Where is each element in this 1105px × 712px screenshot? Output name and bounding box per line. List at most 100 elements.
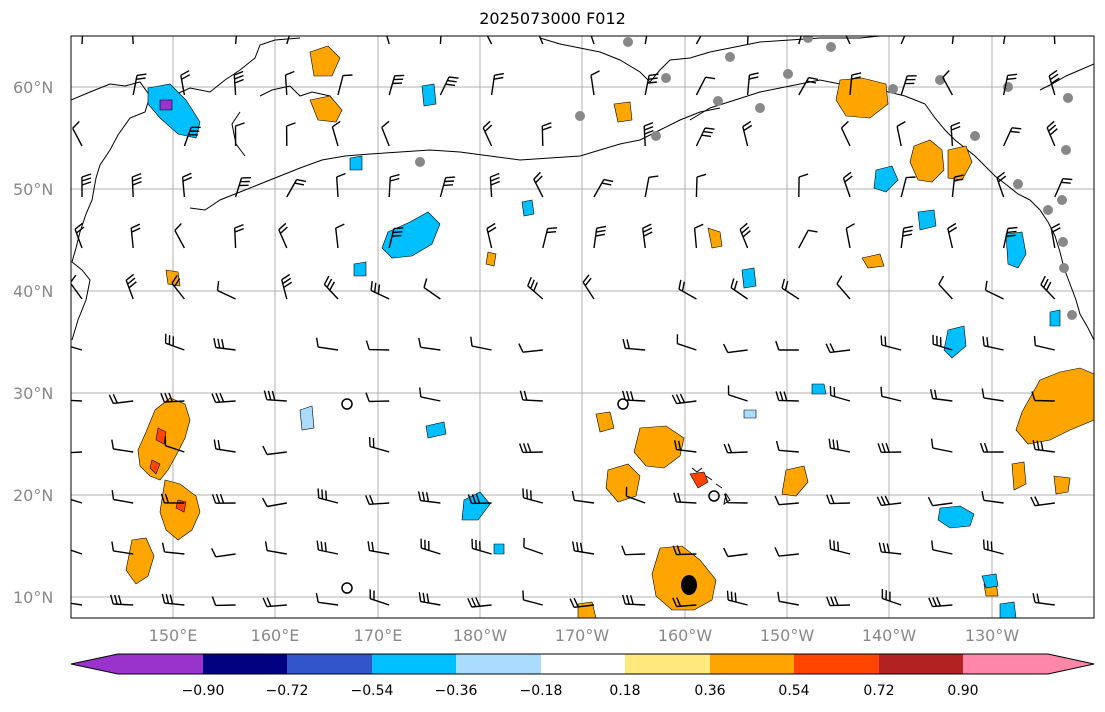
wind-barb [71, 549, 83, 555]
wind-barb [829, 539, 851, 555]
wind-barb [746, 72, 759, 96]
lon-label-130w: 130°W [964, 626, 1020, 645]
wind-barb [881, 588, 902, 606]
wind-barb [1032, 439, 1055, 453]
wind-barb [671, 393, 697, 405]
wind-barb [518, 343, 543, 353]
wind-barb [984, 280, 1004, 300]
wind-barb [982, 539, 1004, 555]
wind-barb [111, 439, 134, 453]
lat-label-30n: 30°N [13, 384, 54, 403]
wind-barb [930, 389, 953, 402]
wind-barb [836, 275, 851, 300]
wind-barb [533, 171, 544, 198]
wind-barb [927, 496, 953, 507]
wind-barb [798, 229, 818, 249]
wind-barb [746, 36, 749, 45]
colorbar-tick-label: 0.36 [694, 683, 726, 699]
wind-barb [981, 490, 1004, 504]
wind-barb [593, 178, 614, 198]
map-border [70, 35, 1095, 619]
wind-barb [642, 223, 653, 249]
lon-label-150w: 150°W [759, 626, 815, 645]
wind-barb [284, 70, 295, 96]
wind-barb [211, 493, 236, 504]
wind-barb [571, 490, 595, 504]
wind-barb [281, 273, 293, 300]
positive-contours [125, 45, 1094, 618]
wind-barb [211, 392, 236, 404]
wind-barb [164, 436, 185, 453]
wind-barb [263, 390, 287, 402]
wind-barb [1002, 127, 1022, 147]
station-dots [415, 36, 1077, 320]
wind-barb [938, 275, 953, 300]
wind-barb [582, 274, 595, 300]
wind-barb [71, 602, 83, 606]
wind-barb [213, 338, 236, 351]
wind-barb [211, 596, 236, 607]
negative-contours [147, 83, 1061, 618]
lon-label-180w: 180°W [452, 626, 508, 645]
wind-barb [932, 334, 953, 351]
wind-barb [486, 222, 497, 249]
wind-barb [775, 391, 799, 402]
lon-label-160w: 160°W [657, 626, 713, 645]
wind-barb [572, 541, 595, 555]
wind-barb [621, 545, 646, 556]
wind-barb [880, 386, 902, 402]
wind-barb [774, 495, 799, 506]
wind-barb [335, 223, 345, 249]
wind-barb [234, 177, 252, 198]
wind-barb [71, 498, 83, 504]
wind-barb [316, 540, 339, 555]
extreme-value-blob [681, 575, 697, 595]
wind-barb [826, 596, 851, 607]
wind-barb [781, 278, 800, 300]
wind-barb [418, 337, 441, 351]
lon-label-140w: 140°W [861, 626, 917, 645]
wind-barb [262, 597, 287, 608]
lon-label-160e: 160°E [250, 626, 300, 645]
wind-barb [951, 174, 964, 198]
wind-barb [111, 490, 134, 504]
wind-barb [388, 173, 400, 198]
wind-barb [1032, 592, 1055, 606]
wind-barb [644, 36, 648, 45]
wind-barb [125, 273, 137, 300]
wind-barb [828, 438, 851, 453]
colorbar [70, 653, 1095, 675]
wind-barb [161, 593, 185, 606]
map-title: 2025073000 F012 [479, 9, 626, 28]
wind-barb [928, 596, 953, 608]
wind-barb [180, 70, 191, 96]
colorbar-tick-label: 0.18 [609, 683, 641, 699]
colorbar-tick-label: −0.54 [350, 683, 394, 699]
wind-barb [81, 173, 92, 197]
wind-barb [527, 276, 544, 300]
lat-label-60n: 60°N [13, 78, 54, 97]
wind-barb [775, 340, 799, 351]
wind-barb [234, 122, 245, 147]
wind-barb [523, 537, 544, 555]
lat-label-10n: 10°N [13, 588, 54, 607]
wind-barb [931, 540, 953, 555]
wind-barb [900, 36, 906, 45]
colorbar-tick-label: −0.36 [434, 683, 478, 699]
wind-barb [982, 336, 1004, 351]
wind-barb [900, 225, 914, 249]
wind-barb [900, 176, 916, 198]
wind-barb [724, 493, 748, 504]
wind-barb [900, 75, 917, 96]
wind-barb [160, 392, 185, 403]
wind-barb [569, 597, 595, 608]
wind-barb [742, 120, 753, 147]
wind-barb [315, 337, 339, 351]
wind-barb [365, 340, 390, 351]
wind-barb [622, 338, 646, 351]
wind-barb [365, 392, 390, 403]
wind-barb [110, 594, 134, 606]
wind-barb [317, 488, 339, 504]
lon-label-170e: 170°E [353, 626, 403, 645]
wind-barb [727, 385, 748, 402]
